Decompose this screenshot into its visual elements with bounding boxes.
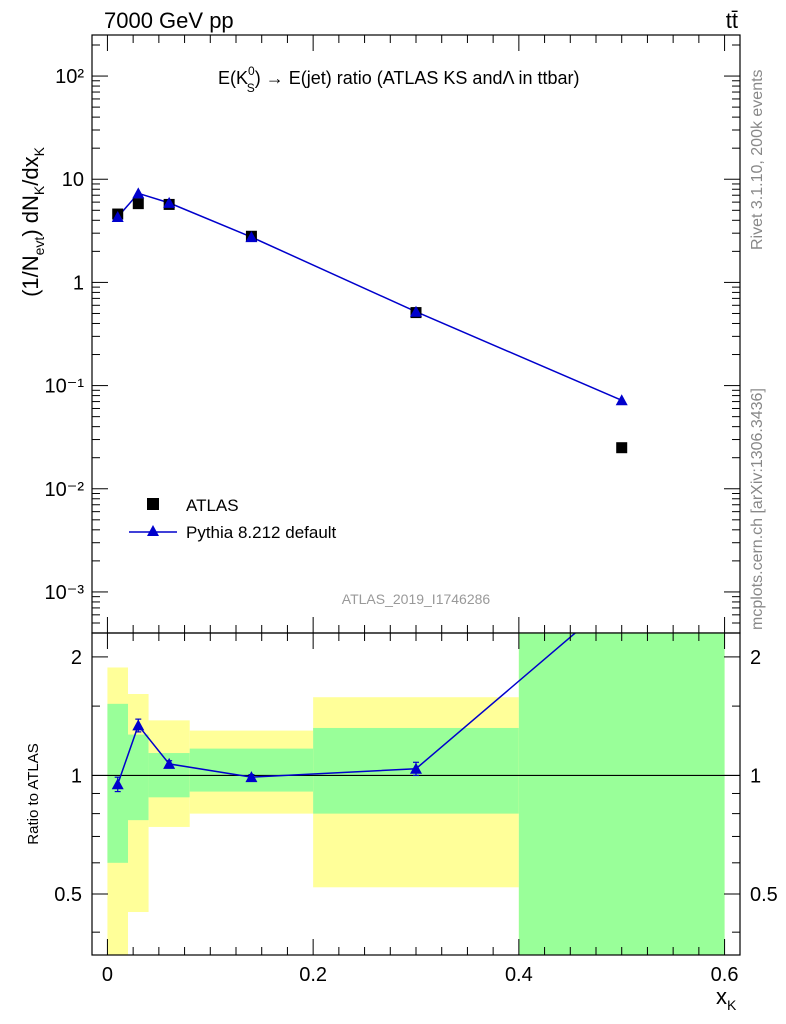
ratio-x-tick-label: 0.4 [505,964,533,986]
main-y-tick-label: 10⁻² [45,479,85,501]
ratio-point [132,719,145,731]
main-data-marks [111,187,628,454]
ylabel-c: /dx [18,156,43,185]
ratio-data-marks [92,633,740,793]
pythia-point [132,187,145,199]
mcplots-label: mcplots.cern.ch [arXiv:1306.3436] [749,388,766,630]
legend-pythia-label: Pythia 8.212 default [186,523,337,542]
ratio-point [245,771,258,783]
main-axis-ticks: 10⁻³ 10⁻² 10⁻¹ 1 10 10² [45,35,740,634]
ratio-series-line [117,633,577,785]
ylabel-sub1: evt [31,237,47,256]
ratio-x-tick-label: 0 [102,964,113,986]
ratio-y-tick-label-left: 2 [71,647,82,669]
main-y-tick-label: 10⁻³ [45,582,85,604]
ratio-xlabel: xK [716,984,737,1013]
ratio-x-tick-label: 0.6 [711,964,739,986]
title-post: ) → E(jet) ratio (ATLAS KS andΛ in ttbar… [255,68,580,88]
main-plot-area [91,34,741,634]
rivet-version-label: Rivet 3.1.10, 200k events [749,69,766,250]
ratio-bands [107,633,725,955]
ylabel-sub3: K [31,146,47,156]
ylabel-a: (1/N [18,255,43,297]
ratio-green-band [518,633,725,955]
ratio-green-band [128,734,149,821]
ratio-ylabel: Ratio to ATLAS [25,743,42,844]
xlabel-sub: K [727,997,737,1013]
energy-label: 7000 GeV pp [104,8,234,33]
title-sub: S [247,81,255,95]
ratio-x-tick-label: 0.2 [299,964,327,986]
main-ylabel: (1/Nevt) dNK/dxK [18,146,47,297]
main-y-tick-label: 10² [55,66,84,88]
ratio-point [163,757,176,769]
ratio-y-tick-label-right: 0.5 [750,884,778,906]
legend-atlas-label: ATLAS [186,496,239,515]
pythia-point [615,394,628,406]
analysis-id: ATLAS_2019_I1746286 [342,591,491,607]
ratio-point [410,762,422,774]
main-panel: 10⁻³ 10⁻² 10⁻¹ 1 10 10² E(K0 S) → E(jet) ratio… [18,34,741,634]
atlas-point [132,198,144,210]
ratio-axis-ticks: 0.5 0.5 1 1 2 2 0 0.2 0.4 0.6 [54,633,778,986]
main-y-tick-label: 10 [62,169,84,191]
chart-title: E(K0 S) → E(jet) ratio (ATLAS KS andΛ in … [218,64,580,95]
ratio-y-tick-label-right: 1 [750,765,761,787]
ratio-y-tick-label-right: 2 [750,647,761,669]
ratio-y-tick-label-left: 0.5 [54,884,82,906]
legend-pythia-marker [147,525,159,536]
pythia-point [111,211,124,223]
xlabel-a: x [716,984,727,1009]
atlas-point [616,442,628,454]
main-y-tick-label: 10⁻¹ [45,376,85,398]
main-y-tick-label: 1 [73,272,84,294]
legend-atlas-marker [147,498,159,510]
process-label: tt̄ [726,8,738,33]
ratio-y-tick-label-left: 1 [71,765,82,787]
title-pre: E(K [218,68,248,88]
ratio-point [111,778,124,790]
pythia-point [410,305,422,317]
legend: ATLAS Pythia 8.212 default [129,496,337,542]
pythia-point [245,231,258,243]
pythia-point [163,196,176,208]
ylabel-sub2: K [31,185,47,195]
ylabel-b: ) dN [18,195,43,237]
ratio-panel: 0.5 0.5 1 1 2 2 0 0.2 0.4 0.6 Ratio to ATLAS xK [25,632,778,1013]
title-sup: 0 [248,64,255,78]
